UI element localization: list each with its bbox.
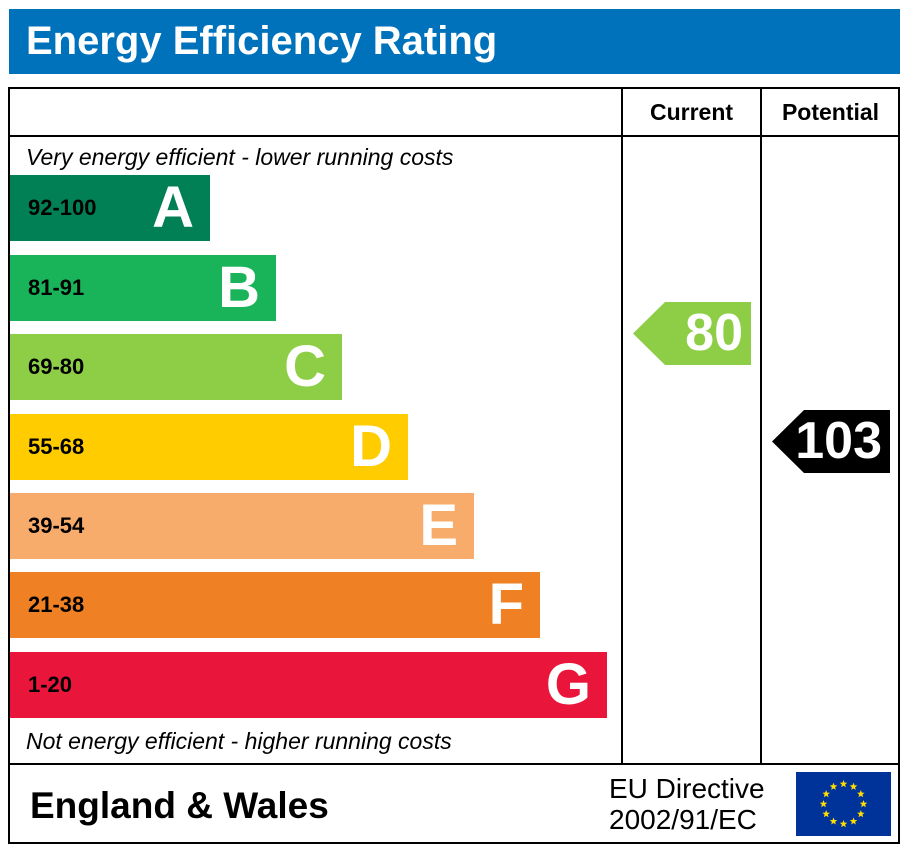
potential-rating-value: 103 xyxy=(795,412,882,470)
band-range-label: 55-68 xyxy=(28,434,85,459)
band-f: 21-38 F xyxy=(10,572,540,638)
band-letter: A xyxy=(152,175,194,240)
band-range-label: 69-80 xyxy=(28,354,85,379)
band-range-label: 39-54 xyxy=(28,513,85,538)
bottom-note: Not energy efficient - higher running co… xyxy=(26,728,452,754)
band-e: 39-54 E xyxy=(10,493,474,559)
page-title: Energy Efficiency Rating xyxy=(26,19,498,63)
potential-rating-arrow: 103 xyxy=(772,410,890,473)
star-icon xyxy=(819,800,828,808)
eu-directive: EU Directive 2002/91/EC xyxy=(609,773,765,835)
footer-row-divider xyxy=(8,763,900,765)
current-rating-arrow: 80 xyxy=(633,302,751,365)
star-icon xyxy=(857,790,865,798)
star-icon xyxy=(822,810,830,818)
potential-arrow-shape xyxy=(772,410,890,473)
band-letter: B xyxy=(218,255,260,320)
potential-column-header: Potential xyxy=(781,99,880,125)
header-bar: Energy Efficiency Rating xyxy=(9,9,900,74)
current-column-divider xyxy=(621,87,623,765)
eu-flag-icon xyxy=(796,772,891,836)
band-letter: G xyxy=(545,652,591,717)
header-row-divider xyxy=(8,135,900,137)
directive-line-2: 2002/91/EC xyxy=(609,804,757,835)
star-icon xyxy=(859,800,868,808)
directive-line-1: EU Directive xyxy=(609,773,765,804)
star-icon xyxy=(829,817,838,825)
band-letter: D xyxy=(350,414,392,479)
star-icon xyxy=(829,782,838,790)
band-b: 81-91 B xyxy=(10,255,276,321)
band-letter: E xyxy=(419,493,458,558)
band-a: 92-100 A xyxy=(10,175,210,241)
star-icon xyxy=(839,820,848,828)
band-g: 1-20 G xyxy=(10,652,607,718)
rating-frame xyxy=(8,87,900,844)
current-arrow-shape xyxy=(633,302,751,365)
band-range-label: 81-91 xyxy=(28,275,85,300)
band-range-label: 21-38 xyxy=(28,592,85,617)
band-range-label: 92-100 xyxy=(28,195,97,220)
star-icon xyxy=(857,810,865,818)
arrow-polygon xyxy=(772,410,890,473)
band-letter: C xyxy=(284,334,326,399)
star-icon xyxy=(839,780,848,788)
band-letter: F xyxy=(488,572,524,637)
top-note: Very energy efficient - lower running co… xyxy=(26,144,454,170)
band-range-label: 1-20 xyxy=(28,672,73,697)
current-rating-value: 80 xyxy=(685,304,743,362)
arrow-polygon xyxy=(633,302,751,365)
band-c: 69-80 C xyxy=(10,334,342,400)
region-label: England & Wales xyxy=(30,785,329,826)
star-icon xyxy=(822,790,830,798)
potential-column-divider xyxy=(760,87,762,765)
band-d: 55-68 D xyxy=(10,414,408,480)
current-column-header: Current xyxy=(649,99,734,125)
star-icon xyxy=(849,817,858,825)
star-icon xyxy=(849,782,858,790)
